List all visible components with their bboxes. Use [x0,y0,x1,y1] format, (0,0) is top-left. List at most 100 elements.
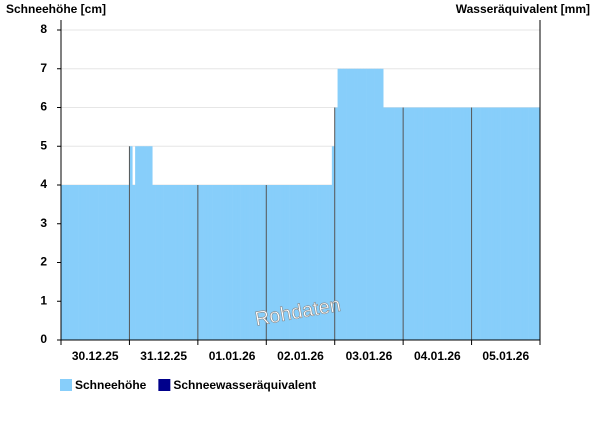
area-step [380,68,384,340]
area-step [63,185,68,340]
area-step [149,146,153,340]
area-step [514,107,518,340]
y-tick-label: 5 [40,138,47,152]
area-step [254,185,259,340]
area-step [522,107,527,340]
x-tick-label: 03.01.26 [346,349,393,363]
area-step [425,107,430,340]
area-step [317,185,321,340]
area-step [531,107,535,340]
area-step [155,185,159,340]
area-step [95,185,99,340]
area-step [132,185,136,340]
area-step [183,185,187,340]
area-step [343,68,347,340]
area-step [186,185,190,340]
area-step [89,185,93,340]
area-step [314,185,318,340]
area-step [417,107,421,340]
area-step [118,185,122,340]
area-step [229,185,233,340]
area-step [491,107,495,340]
area-step [146,146,150,340]
y-tick-label: 3 [40,216,47,230]
area-step [135,146,139,340]
area-step [203,185,207,340]
area-step [277,185,281,340]
area-step [252,185,256,340]
area-step [482,107,487,340]
area-step [368,68,373,340]
area-step [175,185,179,340]
area-step [329,185,333,340]
area-step [474,107,478,340]
x-tick-label: 01.01.26 [209,349,256,363]
area-step [257,185,261,340]
area-step [263,185,267,340]
area-step [400,107,404,340]
area-step [508,107,512,340]
y-tick-label: 4 [40,177,47,191]
area-step [480,107,484,340]
area-step [320,185,324,340]
area-step [346,68,350,340]
area-step [485,107,489,340]
area-step [431,107,435,340]
area-step [505,107,509,340]
area-step [180,185,184,340]
area-step [115,185,119,340]
area-step [103,185,107,340]
area-step [488,107,492,340]
area-step [477,107,481,340]
area-step [511,107,515,340]
area-step [357,68,361,340]
area-step [283,185,287,340]
area-step [434,107,438,340]
area-step [100,185,105,340]
area-step [471,107,475,340]
area-step [428,107,432,340]
area-step [289,185,293,340]
y2-axis-label: Wasseräquivalent [mm] [456,2,590,16]
area-step [200,185,204,340]
y-tick-label: 0 [40,332,47,346]
area-step [460,107,464,340]
area-step [223,185,227,340]
area-step [300,185,304,340]
area-step [177,185,182,340]
area-step [411,107,415,340]
area-step [337,68,341,340]
x-tick-label: 30.12.25 [72,349,119,363]
area-step [123,185,127,340]
area-step [169,185,173,340]
area-step [440,107,444,340]
area-step [266,185,270,340]
area-step [166,185,170,340]
area-step [286,185,290,340]
area-step [220,185,224,340]
area-step [66,185,70,340]
area-step [517,107,521,340]
area-step [163,185,167,340]
x-tick-label: 02.01.26 [277,349,324,363]
area-step [468,107,472,340]
area-step [240,185,244,340]
y-tick-label: 6 [40,100,47,114]
area-step [334,107,338,340]
area-step [445,107,450,340]
area-step [354,68,358,340]
area-step [520,107,524,340]
area-step [206,185,210,340]
area-step [195,185,199,340]
area-step [237,185,241,340]
legend-label: Schneewasseräquivalent [173,378,316,392]
area-step [371,68,375,340]
area-step [494,107,498,340]
area-step [143,146,147,340]
y-tick-label: 1 [40,293,47,307]
area-step [457,107,461,340]
area-step [331,146,336,340]
area-step [72,185,76,340]
area-step [140,146,144,340]
area-step [309,185,313,340]
